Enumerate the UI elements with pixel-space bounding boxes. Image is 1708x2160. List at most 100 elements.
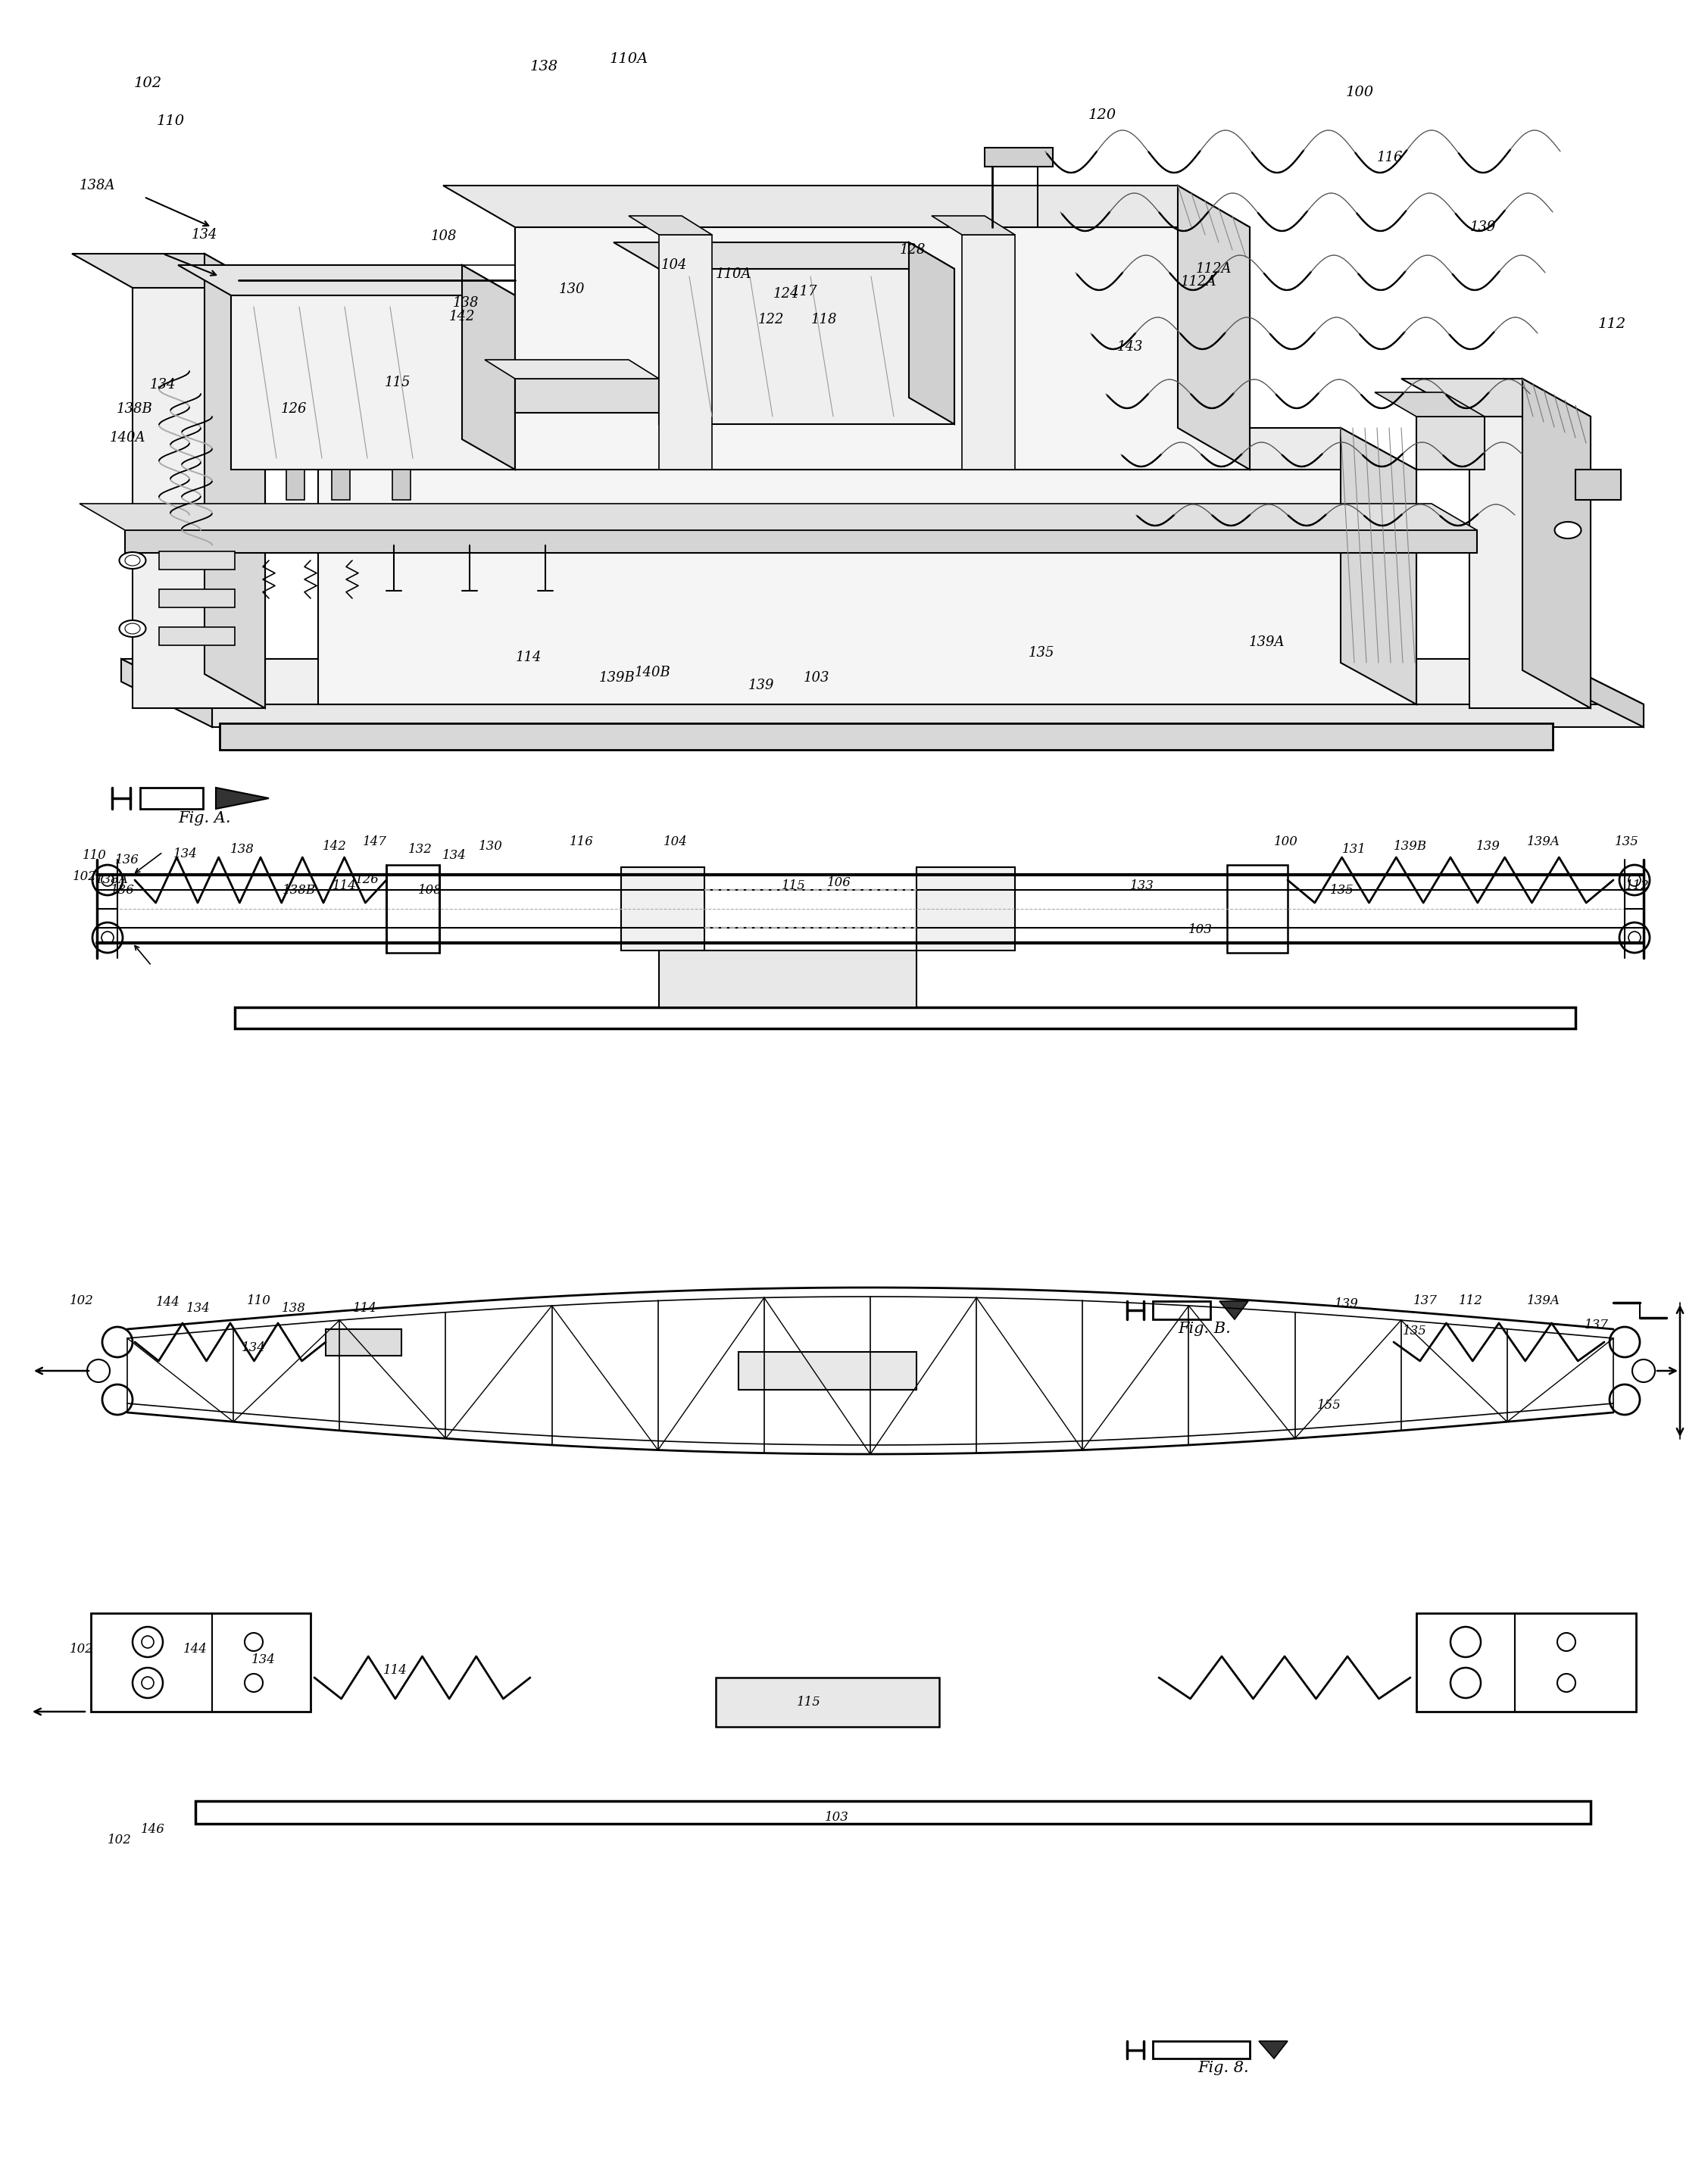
Polygon shape xyxy=(917,866,1015,950)
Polygon shape xyxy=(212,704,1643,728)
Text: 139A: 139A xyxy=(1527,836,1559,849)
Text: 115: 115 xyxy=(782,879,806,892)
Polygon shape xyxy=(1575,469,1621,499)
Circle shape xyxy=(133,1668,162,1698)
Circle shape xyxy=(1558,1674,1575,1691)
Polygon shape xyxy=(140,788,203,808)
Text: 116: 116 xyxy=(1377,151,1402,164)
Circle shape xyxy=(1609,1385,1640,1415)
Text: 139B: 139B xyxy=(1394,840,1428,853)
Polygon shape xyxy=(220,724,1553,750)
Polygon shape xyxy=(215,788,268,808)
Circle shape xyxy=(1450,1626,1481,1657)
Text: 122: 122 xyxy=(758,313,784,326)
Polygon shape xyxy=(1416,1614,1636,1711)
Circle shape xyxy=(92,864,123,894)
Text: 144: 144 xyxy=(155,1296,181,1309)
Text: 108: 108 xyxy=(418,883,442,896)
Text: 118: 118 xyxy=(811,313,837,326)
Polygon shape xyxy=(442,186,1250,227)
Polygon shape xyxy=(738,1352,917,1389)
Text: 142: 142 xyxy=(449,309,475,324)
Polygon shape xyxy=(133,287,265,708)
Polygon shape xyxy=(659,235,712,469)
Text: 100: 100 xyxy=(1346,86,1373,99)
Text: 130: 130 xyxy=(478,840,502,853)
Ellipse shape xyxy=(1554,523,1582,538)
Polygon shape xyxy=(386,864,439,953)
Polygon shape xyxy=(125,529,1477,553)
Circle shape xyxy=(1619,864,1650,894)
Text: 102: 102 xyxy=(108,1834,132,1847)
Text: 139: 139 xyxy=(748,678,774,691)
Text: 138A: 138A xyxy=(96,873,128,886)
Text: 140A: 140A xyxy=(109,432,145,445)
Polygon shape xyxy=(159,551,234,570)
Circle shape xyxy=(1609,1326,1640,1356)
Polygon shape xyxy=(1375,393,1484,417)
Polygon shape xyxy=(205,253,265,708)
Text: 112: 112 xyxy=(1626,879,1650,892)
Text: 103: 103 xyxy=(825,1812,849,1823)
Text: 135: 135 xyxy=(1614,836,1640,849)
Text: 138: 138 xyxy=(529,60,559,73)
Polygon shape xyxy=(1259,2041,1288,2058)
Circle shape xyxy=(142,1676,154,1689)
Text: 116: 116 xyxy=(570,836,594,849)
Text: 124: 124 xyxy=(774,287,799,300)
Ellipse shape xyxy=(120,620,145,637)
Circle shape xyxy=(142,1635,154,1648)
Polygon shape xyxy=(1153,2041,1250,2058)
Text: 110A: 110A xyxy=(716,268,752,281)
Text: 139: 139 xyxy=(1471,220,1496,233)
Polygon shape xyxy=(287,469,304,499)
Text: 138B: 138B xyxy=(282,883,316,896)
Text: 137: 137 xyxy=(1414,1294,1438,1307)
Polygon shape xyxy=(243,428,1416,469)
Circle shape xyxy=(1628,931,1641,944)
Polygon shape xyxy=(962,235,1015,469)
Circle shape xyxy=(1558,1633,1575,1650)
Polygon shape xyxy=(516,378,659,413)
Polygon shape xyxy=(393,469,410,499)
Polygon shape xyxy=(1179,186,1250,469)
Text: 100: 100 xyxy=(1274,836,1298,849)
Text: Fig. A.: Fig. A. xyxy=(178,810,231,825)
Text: 110: 110 xyxy=(157,114,184,127)
Polygon shape xyxy=(622,866,704,950)
Polygon shape xyxy=(1553,659,1643,728)
Text: 114: 114 xyxy=(354,1302,377,1315)
Text: 102: 102 xyxy=(133,76,162,91)
Text: 155: 155 xyxy=(1317,1398,1341,1410)
Text: 103: 103 xyxy=(803,672,830,685)
Text: 138: 138 xyxy=(282,1302,306,1315)
Text: 106: 106 xyxy=(827,877,851,888)
Text: 144: 144 xyxy=(183,1644,207,1657)
Text: 137: 137 xyxy=(1585,1320,1609,1333)
Polygon shape xyxy=(178,266,516,296)
Text: 117: 117 xyxy=(791,285,818,298)
Circle shape xyxy=(87,1359,109,1382)
Circle shape xyxy=(101,875,114,886)
Polygon shape xyxy=(1153,1300,1211,1320)
Circle shape xyxy=(1633,1359,1655,1382)
Circle shape xyxy=(101,931,114,944)
Polygon shape xyxy=(931,216,1015,235)
Text: 134: 134 xyxy=(241,1341,266,1354)
Polygon shape xyxy=(463,266,516,469)
Text: 138A: 138A xyxy=(79,179,114,192)
Polygon shape xyxy=(629,216,712,235)
Text: 103: 103 xyxy=(1189,924,1213,937)
Text: 146: 146 xyxy=(142,1823,166,1836)
Text: 136: 136 xyxy=(111,883,135,896)
Text: Fig. B.: Fig. B. xyxy=(1179,1322,1231,1337)
Circle shape xyxy=(1619,922,1650,953)
Text: 114: 114 xyxy=(383,1663,408,1676)
Text: 110: 110 xyxy=(248,1294,272,1307)
Circle shape xyxy=(1628,875,1641,886)
Polygon shape xyxy=(121,659,1643,704)
Text: 138: 138 xyxy=(231,842,254,855)
Text: 134: 134 xyxy=(442,849,466,862)
Polygon shape xyxy=(91,1614,311,1711)
Polygon shape xyxy=(659,950,917,1007)
